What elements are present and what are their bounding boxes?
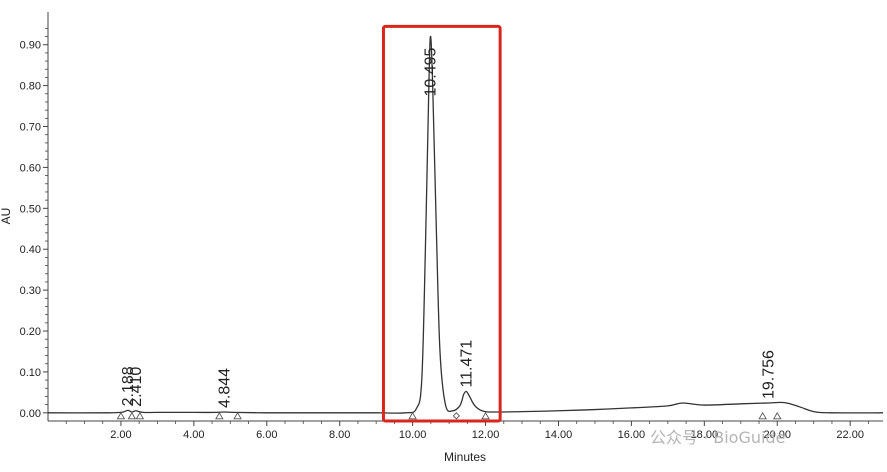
integration-marker-triangle xyxy=(135,411,145,420)
watermark: 公众号 · BioGuide xyxy=(650,428,785,447)
x-tick-label: 20.00 xyxy=(763,429,791,441)
y-tick-label: 0.90 xyxy=(20,40,41,52)
y-tick-label: 0.70 xyxy=(20,122,41,134)
integration-marker-triangle xyxy=(772,411,782,420)
x-tick-label: 18.00 xyxy=(691,429,719,441)
y-tick-label: 0.50 xyxy=(20,203,41,215)
x-tick-label: 14.00 xyxy=(545,429,573,441)
peak-label: 11.471 xyxy=(458,340,475,388)
x-tick-label: 2.00 xyxy=(110,429,131,441)
x-tick-label: 12.00 xyxy=(472,429,500,441)
integration-marker-triangle xyxy=(233,411,242,420)
y-tick-label: 0.20 xyxy=(20,326,41,338)
peak-label: 4.844 xyxy=(217,368,234,408)
y-axis-title: AU xyxy=(0,208,13,225)
y-tick-label: 0.30 xyxy=(20,285,41,297)
peak-label: 19.756 xyxy=(760,350,777,399)
highlight-box xyxy=(381,24,502,423)
y-tick-label: 0.10 xyxy=(20,367,41,379)
x-tick-label: 10.00 xyxy=(399,429,427,441)
integration-markers xyxy=(116,411,782,420)
x-tick-label: 16.00 xyxy=(618,429,646,441)
y-tick-label: 0.40 xyxy=(20,244,41,256)
y-tick-label: 0.80 xyxy=(20,81,41,93)
integration-marker-triangle xyxy=(215,411,224,420)
peak-label: 2.410 xyxy=(128,367,145,407)
integration-marker-triangle xyxy=(481,411,490,420)
x-tick-label: 6.00 xyxy=(256,429,277,441)
ticks: 2.00 4.00 6.00 8.00 10.00 12.00 14.00 16.00 18.0… xyxy=(20,27,869,441)
integration-marker-triangle xyxy=(116,411,126,420)
integration-marker-triangle xyxy=(127,411,137,420)
traces xyxy=(47,35,884,414)
x-tick-label: 22.00 xyxy=(836,429,864,441)
integration-marker-diamond xyxy=(452,412,461,420)
peak-label: 10.495 xyxy=(423,48,440,97)
integration-marker-triangle xyxy=(408,411,417,420)
y-tick-label: 0.00 xyxy=(20,408,41,420)
peak-label: 2.188 xyxy=(120,366,137,406)
integration-marker-triangle xyxy=(758,411,767,420)
x-axis-title: Minutes xyxy=(444,450,486,464)
y-tick-label: 0.60 xyxy=(20,162,41,174)
x-tick-label: 4.00 xyxy=(183,429,204,441)
highlight-layer xyxy=(381,24,502,423)
series-line xyxy=(47,35,884,414)
x-tick-label: 8.00 xyxy=(329,429,350,441)
